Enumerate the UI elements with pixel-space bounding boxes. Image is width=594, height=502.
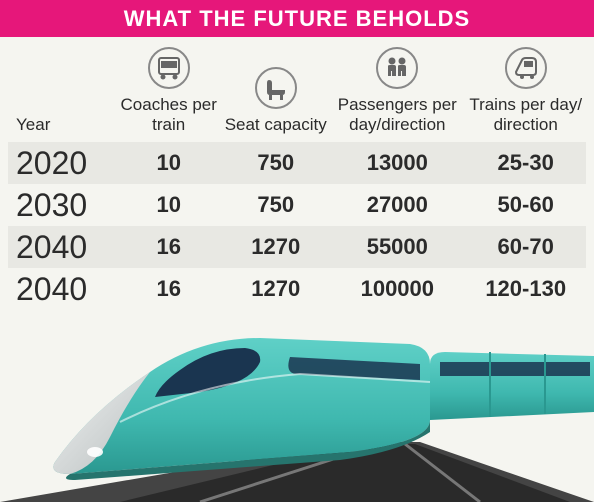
cell-trains: 50-60 xyxy=(465,192,586,218)
infographic-title: WHAT THE FUTURE BEHOLDS xyxy=(0,0,594,37)
header-label: Coaches per train xyxy=(115,95,222,134)
cell-trains: 25-30 xyxy=(465,150,586,176)
col-header-year: Year xyxy=(8,65,115,135)
cell-seat: 1270 xyxy=(222,234,329,260)
header-label: Year xyxy=(16,115,50,135)
header-label: Trains per day/ direction xyxy=(465,95,586,134)
bullet-train-illustration xyxy=(0,302,594,502)
table-row: 2020107501300025-30 xyxy=(8,142,586,184)
cell-year: 2030 xyxy=(8,187,115,224)
cell-coaches: 16 xyxy=(115,276,222,302)
cell-seat: 1270 xyxy=(222,276,329,302)
table-row: 2030107502700050-60 xyxy=(8,184,586,226)
cell-passengers: 55000 xyxy=(329,234,465,260)
cell-seat: 750 xyxy=(222,192,329,218)
cell-trains: 60-70 xyxy=(465,234,586,260)
seat-icon xyxy=(253,65,299,111)
col-header-coaches: Coaches per train xyxy=(115,45,222,134)
cell-coaches: 10 xyxy=(115,192,222,218)
projection-table: Year Coaches per train xyxy=(0,37,594,310)
header-label: Seat capacity xyxy=(225,115,327,135)
col-header-passengers: Passengers per day/direction xyxy=(329,45,465,134)
coach-icon xyxy=(146,45,192,91)
cell-trains: 120-130 xyxy=(465,276,586,302)
cell-passengers: 100000 xyxy=(329,276,465,302)
cell-passengers: 27000 xyxy=(329,192,465,218)
trains-icon xyxy=(503,45,549,91)
table-row: 20401612705500060-70 xyxy=(8,226,586,268)
cell-seat: 750 xyxy=(222,150,329,176)
table-header-row: Year Coaches per train xyxy=(8,37,586,142)
cell-year: 2020 xyxy=(8,145,115,182)
cell-year: 2040 xyxy=(8,229,115,266)
header-label: Passengers per day/direction xyxy=(329,95,465,134)
col-header-seat: Seat capacity xyxy=(222,65,329,135)
passengers-icon xyxy=(374,45,420,91)
cell-passengers: 13000 xyxy=(329,150,465,176)
col-header-trains: Trains per day/ direction xyxy=(465,45,586,134)
cell-coaches: 10 xyxy=(115,150,222,176)
cell-coaches: 16 xyxy=(115,234,222,260)
